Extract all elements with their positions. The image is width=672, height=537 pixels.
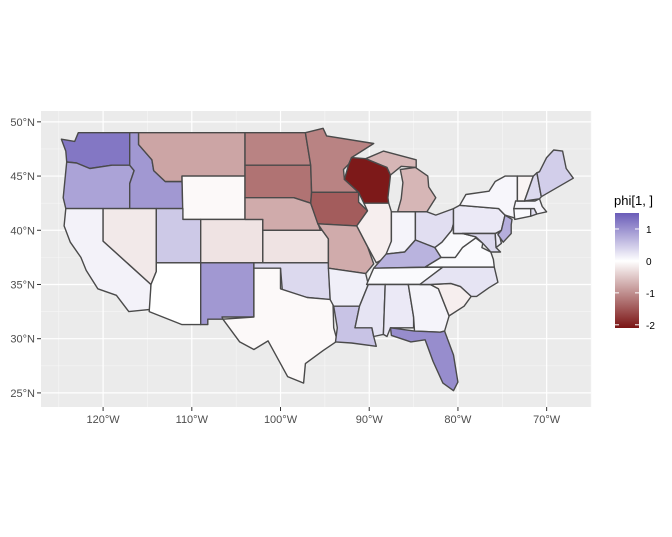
state-mississippi [354, 283, 386, 338]
state-pennsylvania [452, 204, 506, 235]
state-wyoming [181, 175, 246, 221]
legend-break-label: -1 [646, 289, 655, 300]
x-tick-label: 120°W [87, 414, 121, 426]
state-delaware [494, 231, 503, 249]
state-new-mexico [199, 262, 255, 326]
state-massachusetts [513, 198, 548, 215]
state-florida [389, 327, 459, 392]
state-minnesota [304, 127, 375, 194]
state-kansas [262, 229, 330, 264]
x-tick-label: 90°W [356, 414, 384, 426]
state-michigan [365, 150, 417, 176]
legend-breaks: 1 0 -1 -2 [615, 225, 655, 332]
state-arizona [148, 262, 202, 326]
state-maine [536, 149, 574, 198]
legend-colorbar [615, 213, 639, 328]
states-layer [60, 127, 574, 392]
y-axis: 25°N 30°N 35°N 40°N 45°N 50°N [10, 117, 41, 400]
x-tick-label: 80°W [444, 414, 472, 426]
x-tick-label: 100°W [264, 414, 298, 426]
legend-title: phi[1, ] [614, 193, 653, 208]
x-tick-label: 110°W [176, 414, 209, 426]
state-oregon [62, 161, 135, 210]
legend-break-label: -2 [646, 321, 655, 332]
x-tick-label: 70°W [533, 414, 561, 426]
state-texas [222, 267, 338, 384]
legend-break-label: 0 [646, 257, 652, 268]
state-michigan [396, 166, 437, 213]
state-iowa [310, 191, 369, 227]
y-tick-label: 30°N [10, 334, 35, 346]
legend-break-label: 1 [646, 225, 652, 236]
y-tick-label: 50°N [10, 117, 35, 129]
x-axis: 120°W 110°W 100°W 90°W 80°W 70°W [87, 407, 561, 426]
legend: phi[1, ] 1 0 -1 -2 [614, 193, 655, 332]
state-colorado [199, 218, 264, 264]
y-tick-label: 25°N [10, 388, 35, 400]
state-north-dakota [244, 131, 312, 166]
state-new-jersey [497, 214, 513, 243]
y-tick-label: 35°N [10, 279, 35, 291]
y-tick-label: 45°N [10, 171, 35, 183]
y-tick-label: 40°N [10, 225, 35, 237]
